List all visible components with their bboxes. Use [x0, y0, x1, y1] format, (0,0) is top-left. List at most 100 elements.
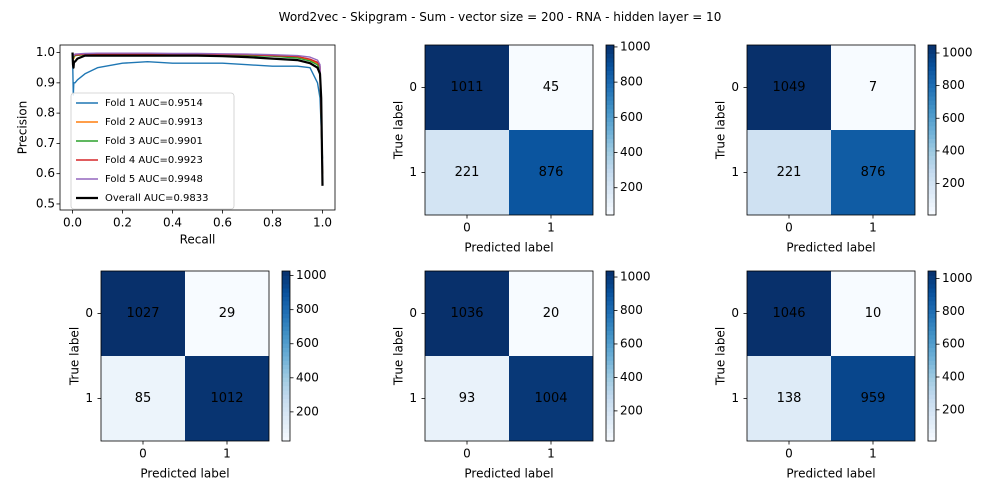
cm-colorbar-segment — [928, 181, 936, 186]
cm-colorbar-segment — [928, 159, 936, 165]
cm-x-axis-label: Predicted label — [464, 467, 553, 481]
cm-cell — [101, 271, 185, 356]
cm-colorbar-segment — [606, 62, 614, 67]
cm-x-tick-label: 1 — [547, 221, 555, 235]
pr-legend-label-2: Fold 2 AUC=0.9913 — [105, 117, 203, 128]
cm-colorbar-segment — [606, 436, 614, 442]
cm-colorbar-segment — [606, 317, 614, 323]
cm-y-axis-label: True label — [392, 327, 406, 386]
cm-colorbar-segment — [606, 322, 614, 327]
cm-colorbar-segment — [928, 313, 936, 319]
cm-colorbar-segment — [606, 339, 614, 344]
cm-colorbar-segment — [606, 424, 614, 429]
cm-colorbar-segment — [282, 407, 290, 412]
cm-cell-value: 10 — [865, 306, 882, 321]
cm-colorbar-segment — [282, 411, 290, 416]
cm-colorbar-segment — [606, 168, 614, 173]
cm-colorbar-segment — [928, 326, 936, 331]
cm-colorbar-segment — [282, 300, 290, 306]
cm-cell — [831, 45, 915, 130]
cm-colorbar-segment — [928, 343, 936, 348]
pr-x-axis-label: Recall — [180, 233, 216, 247]
cm-colorbar-segment — [282, 373, 290, 378]
cm-colorbar-segment — [606, 121, 614, 127]
cm-colorbar-segment — [282, 309, 290, 314]
cm-colorbar-segment — [606, 57, 614, 63]
cm-colorbar-segment — [282, 381, 290, 387]
cm-colorbar-segment — [928, 74, 936, 80]
cm-colorbar-segment — [928, 142, 936, 148]
cm-colorbar-segment — [282, 368, 290, 374]
cm-colorbar-segment — [282, 326, 290, 331]
cm-colorbar-segment — [606, 305, 614, 310]
cm-colorbar-segment — [928, 134, 936, 139]
cm-x-tick-label: 0 — [463, 447, 471, 461]
cm-cell — [425, 130, 509, 215]
pr-legend-label-4: Fold 4 AUC=0.9923 — [105, 155, 203, 166]
cm-x-tick-label: 0 — [463, 221, 471, 235]
pr-axes-frame — [59, 44, 336, 211]
cm-colorbar-segment — [928, 70, 936, 76]
cm-colorbar-segment — [928, 364, 936, 370]
cm-colorbar-segment — [282, 305, 290, 310]
cm-y-tick-label: 1 — [731, 165, 739, 179]
cm-colorbar-segment — [928, 347, 936, 353]
cm-colorbar-segment — [606, 83, 614, 88]
pr-y-tick-label: 0.5 — [36, 196, 55, 210]
cm-colorbar-segment — [928, 385, 936, 391]
cm-colorbar-segment — [282, 317, 290, 323]
cm-colorbar-segment — [606, 113, 614, 118]
cm-colorbar-segment — [928, 428, 936, 433]
pr-x-tick-label: 1.0 — [313, 216, 332, 230]
cm-colorbar-segment — [928, 138, 936, 144]
cm-cell-value: 1011 — [450, 80, 483, 95]
confusion-matrix-1: 1011 45 221 876 0 1 0 1 Predicted label True labe… — [392, 39, 651, 254]
cm-cell-value: 45 — [543, 80, 560, 95]
cm-colorbar-segment — [606, 70, 614, 76]
cm-colorbar-tick-label: 1000 — [296, 268, 327, 282]
cm-cell-value: 138 — [777, 391, 802, 406]
cm-cell — [509, 130, 593, 215]
cm-cell-value: 1027 — [126, 306, 159, 321]
cm-colorbar-segment — [282, 334, 290, 340]
cm-colorbar-segment — [928, 113, 936, 118]
cm-colorbar-segment — [606, 151, 614, 156]
cm-colorbar-segment — [928, 411, 936, 416]
cm-colorbar-segment — [606, 79, 614, 84]
cm-colorbar-segment — [928, 368, 936, 374]
cm-colorbar-segment — [606, 343, 614, 348]
cm-x-tick-label: 1 — [869, 447, 877, 461]
pr-x-tick-label: 0.8 — [263, 216, 282, 230]
cm-colorbar-segment — [928, 283, 936, 289]
cm-colorbar-segment — [606, 351, 614, 357]
cm-colorbar-tick-label: 600 — [296, 336, 319, 350]
cm-colorbar-segment — [606, 164, 614, 169]
pr-series-line-6 — [71, 52, 324, 186]
cm-colorbar-segment — [606, 134, 614, 139]
cm-x-tick-label: 1 — [869, 221, 877, 235]
pr-legend: Fold 1 AUC=0.9514 Fold 2 AUC=0.9913 Fold 3… — [70, 92, 235, 210]
cm-cell — [425, 356, 509, 441]
cm-colorbar-segment — [606, 381, 614, 387]
cm-colorbar-segment — [282, 288, 290, 293]
cm-colorbar-segment — [928, 339, 936, 344]
cm-cell — [747, 130, 831, 215]
cm-colorbar-segment — [928, 398, 936, 404]
cm-colorbar-segment — [928, 108, 936, 114]
cm-colorbar-frame — [927, 44, 937, 216]
cm-colorbar-segment — [282, 330, 290, 336]
cm-colorbar-segment — [606, 334, 614, 340]
cm-cell-value: 7 — [869, 80, 877, 95]
cm-colorbar-segment — [928, 130, 936, 135]
cm-cell — [831, 130, 915, 215]
pr-legend-box — [70, 92, 235, 210]
cm-y-tick-label: 0 — [85, 306, 93, 320]
cm-colorbar-segment — [928, 351, 936, 357]
cm-colorbar-tick-label: 200 — [942, 176, 965, 190]
cm-colorbar-segment — [282, 394, 290, 399]
cm-cell — [185, 271, 269, 356]
cm-colorbar-frame — [605, 44, 615, 216]
cm-colorbar-tick-label: 1000 — [942, 271, 973, 285]
cm-cell-value: 1049 — [772, 80, 805, 95]
